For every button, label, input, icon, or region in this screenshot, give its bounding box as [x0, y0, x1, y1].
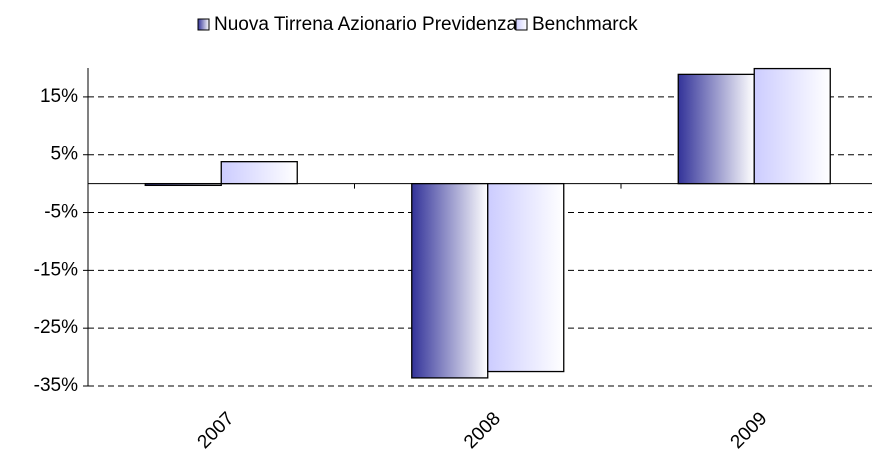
y-tick-label: -35%	[34, 375, 78, 396]
legend-swatch	[515, 18, 528, 31]
x-tick-label: 2007	[194, 408, 239, 453]
legend-label: Nuova Tirrena Azionario Previdenza	[214, 14, 518, 35]
y-tick-label: -15%	[34, 259, 78, 280]
bar	[220, 161, 298, 185]
x-tick-label: 2009	[727, 408, 772, 453]
legend-swatch	[197, 18, 210, 31]
bar	[753, 67, 831, 185]
y-tick-label: -25%	[34, 317, 78, 338]
y-tick-label: 5%	[51, 144, 79, 165]
y-tick-label: 15%	[40, 86, 78, 107]
legend-label: Benchmarck	[532, 14, 638, 35]
bar	[487, 182, 565, 373]
bar	[677, 73, 755, 185]
bar	[144, 182, 222, 187]
x-tick-label: 2008	[460, 408, 505, 453]
bar	[411, 182, 489, 379]
y-tick-label: -5%	[44, 202, 78, 223]
